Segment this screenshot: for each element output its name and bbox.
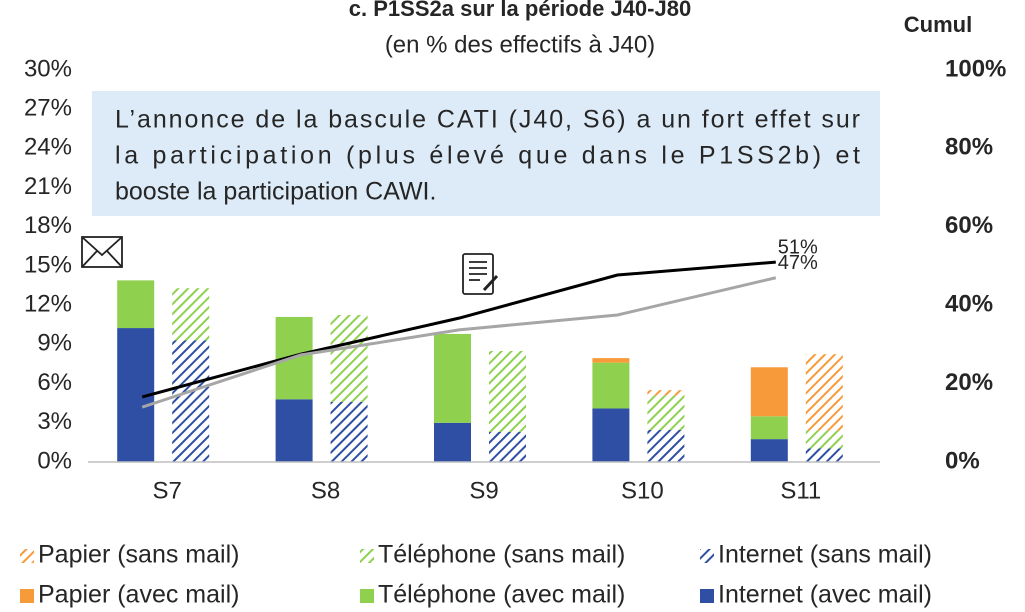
bar [647,395,685,430]
y-tick-label: 6% [37,369,72,396]
y2-tick-label: 40% [945,291,993,318]
y-tick-label: 9% [37,330,72,357]
bar [330,315,368,402]
annotation: L’annonce de la bascule CATI (J40, S6) a… [115,106,860,134]
bar [172,288,210,341]
bar [172,340,210,462]
y-tick-label: 21% [24,173,72,200]
cumul-line [141,276,777,409]
legend-label: Téléphone (avec mail) [378,581,625,609]
y-tick-label: 27% [24,95,72,122]
y2-tick-label: 20% [945,369,993,396]
form-icon [462,253,499,295]
legend-swatch [360,589,374,603]
legend-label: Téléphone (sans mail) [378,541,625,569]
y2-tick-label: 80% [945,134,993,161]
legend-label: Papier (sans mail) [38,541,239,569]
bar [330,401,368,462]
x-tick-label: S8 [311,477,340,504]
x-tick-label: S11 [780,477,821,504]
y-tick-label: 3% [37,408,72,435]
cumul-line [141,260,776,399]
bar [117,280,155,329]
bar [647,429,685,462]
y-tick-label: 24% [24,134,72,161]
bar [592,408,630,462]
x-tick-label: S9 [469,477,498,504]
legend-swatch [20,589,34,603]
y2-axis-label: Cumul [904,12,972,37]
bar [489,431,526,462]
legend-label: Papier (avec mail) [38,581,239,609]
bar [750,416,788,440]
y2-tick-label: 0% [945,447,980,474]
legend-label: Internet (sans mail) [718,541,932,569]
envelope-icon [81,236,123,268]
bar [592,358,630,363]
bar [434,333,471,423]
y-tick-label: 18% [24,212,72,239]
bar [805,354,843,431]
bar [805,448,843,462]
y-tick-label: 30% [24,55,72,82]
y2-tick-label: 100% [945,55,1006,82]
bar [805,430,843,449]
bar [489,350,526,432]
bar [592,362,630,409]
line-value-label: 47% [778,252,818,274]
legend-swatch [360,549,374,563]
legend-swatch [20,549,34,563]
legend-swatch [700,549,714,563]
bar [275,399,313,462]
bar [434,422,471,462]
bar [750,367,788,417]
bar [647,390,685,396]
y2-tick-label: 60% [945,212,993,239]
chart-title: c. P1SS2a sur la période J40-J80 [349,0,691,21]
chart-subtitle: (en % des effectifs à J40) [385,31,655,58]
legend-label: Internet (avec mail) [718,581,932,609]
x-tick-label: S10 [621,477,664,504]
y-tick-label: 12% [24,291,72,318]
y-tick-label: 15% [24,251,72,278]
bar [750,439,788,462]
y-tick-label: 0% [37,447,72,474]
line-value-label: 51% [778,236,818,258]
legend-swatch [700,589,714,603]
x-tick-label: S7 [153,477,182,504]
annotation: booste la participation CAWI. [115,178,436,206]
annotation-box [92,91,880,216]
